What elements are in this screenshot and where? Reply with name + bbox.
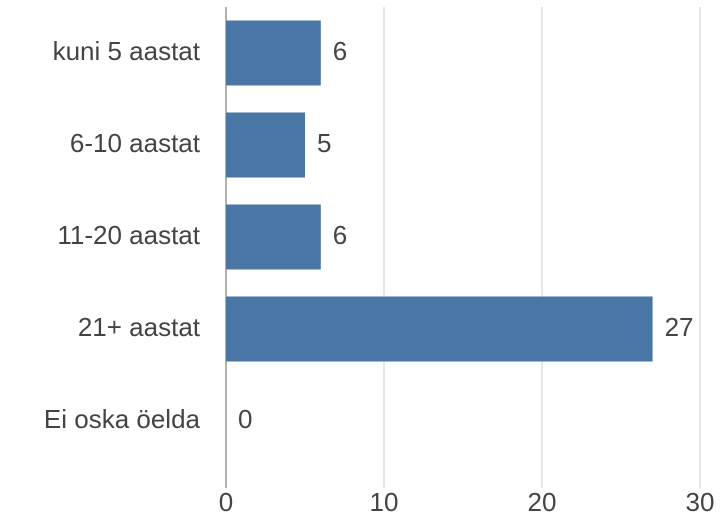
x-tick-label: 30: [686, 487, 715, 517]
data-label: 5: [317, 128, 331, 158]
x-tick-label: 10: [370, 487, 399, 517]
y-tick-label: 6-10 aastat: [70, 128, 201, 158]
x-tick-label: 0: [219, 487, 233, 517]
bar: [226, 20, 321, 86]
y-tick-label: kuni 5 aastat: [53, 36, 201, 66]
bar: [226, 112, 305, 178]
y-tick-label: Ei oska öelda: [44, 404, 201, 434]
data-label: 6: [333, 220, 347, 250]
bar: [226, 204, 321, 270]
y-tick-label: 11-20 aastat: [57, 220, 200, 250]
y-tick-label: 21+ aastat: [78, 312, 201, 342]
bar: [226, 296, 653, 362]
data-label: 6: [333, 36, 347, 66]
data-label: 0: [238, 404, 252, 434]
x-tick-label: 20: [528, 487, 557, 517]
data-label: 27: [665, 312, 694, 342]
